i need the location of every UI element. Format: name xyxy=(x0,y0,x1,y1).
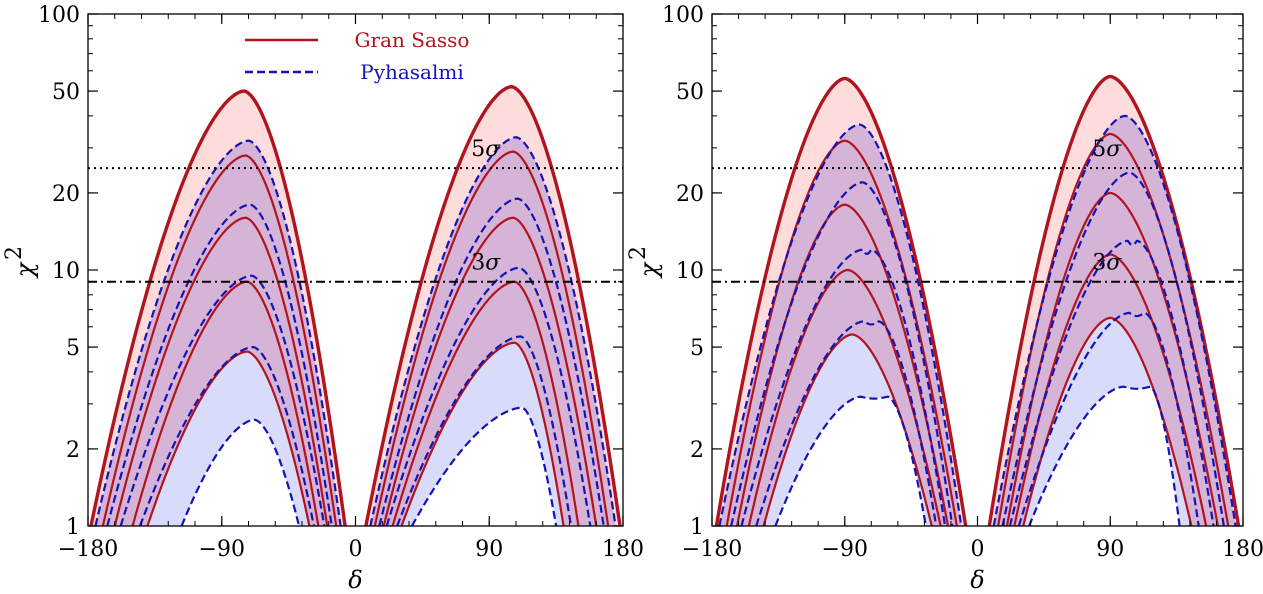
gran-sasso-curve-4-neg xyxy=(762,333,933,526)
x-tick-label: 180 xyxy=(602,537,644,562)
gran-sasso-curve-3-neg xyxy=(747,268,942,526)
pyhasalmi-curve-8-neg xyxy=(755,320,938,526)
x-tick-label: 180 xyxy=(1222,537,1263,562)
pyhasalmi-curve-9-pos xyxy=(411,406,558,526)
y-tick-label: 5 xyxy=(690,336,704,361)
x-tick-label: 90 xyxy=(1096,537,1124,562)
pyhasalmi-curve-5-pos xyxy=(369,136,617,526)
y-tick-label: 2 xyxy=(66,438,80,463)
gran-sasso-curve-4-pos xyxy=(1022,316,1193,526)
pyhasalmi-curve-6-pos xyxy=(1001,171,1225,526)
pyhasalmi-curve-8-pos xyxy=(1017,311,1200,526)
x-axis-label: δ xyxy=(970,566,984,594)
y-axis-label-text: χ xyxy=(11,261,39,279)
y-tick-label: 50 xyxy=(676,80,704,105)
gran-sasso-curve-4-neg xyxy=(146,350,311,526)
sigma-label-1: 3 xyxy=(1092,251,1106,276)
sigma-label-1: 3 xyxy=(471,251,485,276)
pyhasalmi-curve-7-pos xyxy=(385,266,592,526)
pyhasalmi-curve-9-neg xyxy=(180,418,301,526)
pyhasalmi-curve-8-neg xyxy=(138,345,315,526)
gran-sasso-curve-2-neg xyxy=(113,216,329,526)
y-tick-label: 1 xyxy=(690,515,704,540)
pyhasalmi-curve-6-pos xyxy=(378,197,605,526)
legend: Gran Sasso Pyhasalmi xyxy=(245,28,469,84)
sigma-symbol-0: σ xyxy=(485,137,501,162)
pyhasalmi-curve-6-neg xyxy=(730,181,954,526)
x-tick-label: −180 xyxy=(58,537,118,562)
y-tick-label: 2 xyxy=(690,438,704,463)
overlap-fill xyxy=(719,115,966,526)
gran-sasso-curve-0-pos xyxy=(987,74,1241,526)
gran-sasso-curve-0-neg xyxy=(89,89,347,526)
sigma-label-0: 5 xyxy=(471,137,485,162)
gran-sasso-curve-0-neg xyxy=(714,76,968,526)
gran-sasso-curve-2-pos xyxy=(382,216,598,526)
gran-sasso-curve-1-neg xyxy=(101,154,338,526)
pyhasalmi-curve-5-neg xyxy=(718,123,963,526)
y-tick-label: 20 xyxy=(676,182,704,207)
sigma-label-0: 5 xyxy=(1092,137,1106,162)
y-tick-label: 10 xyxy=(676,259,704,284)
pyhasalmi-curve-9-pos xyxy=(1028,385,1181,526)
gran-sasso-curve-2-neg xyxy=(736,203,950,526)
x-tick-label: −90 xyxy=(199,537,245,562)
gran-sasso-curve-1-neg xyxy=(725,139,958,526)
sigma-symbol-1: σ xyxy=(1106,251,1122,276)
y-tick-label: 100 xyxy=(662,3,704,28)
x-tick-label: −90 xyxy=(822,537,868,562)
x-tick-label: −180 xyxy=(682,537,742,562)
y-axis-label-text: χ xyxy=(635,261,663,279)
y-tick-label: 5 xyxy=(66,336,80,361)
sigma-symbol-1: σ xyxy=(485,251,501,276)
y-tick-label: 20 xyxy=(52,182,80,207)
pyhasalmi-curve-6-neg xyxy=(106,203,333,526)
y-axis-label-sup: 2 xyxy=(2,246,27,260)
gran-sasso-curve-0-pos xyxy=(364,84,622,526)
legend-label-0: Gran Sasso xyxy=(355,28,470,52)
pyhasalmi-curve-7-neg xyxy=(740,248,947,526)
y-axis-label-sup: 2 xyxy=(626,246,651,260)
overlap-region xyxy=(719,115,1236,526)
pyhasalmi-curve-7-neg xyxy=(119,274,326,526)
pyhasalmi-curve-5-pos xyxy=(992,114,1237,526)
plot-area xyxy=(714,74,1241,526)
gran-sasso-curve-4-pos xyxy=(400,341,565,526)
y-axis-label: χ2 xyxy=(2,246,39,279)
y-tick-label: 50 xyxy=(52,80,80,105)
pyhasalmi-curve-8-pos xyxy=(396,335,573,526)
y-axis-label: χ2 xyxy=(626,246,663,279)
legend-label-1: Pyhasalmi xyxy=(360,60,464,84)
y-tick-label: 10 xyxy=(52,259,80,284)
pyhasalmi-curve-7-pos xyxy=(1008,239,1215,526)
pyhasalmi-curve-5-neg xyxy=(94,139,342,526)
overlap-fill xyxy=(989,115,1236,526)
gran-sasso-curve-1-pos xyxy=(373,150,610,526)
x-tick-label: 90 xyxy=(475,537,503,562)
x-tick-label: 0 xyxy=(971,537,985,562)
x-tick-label: 0 xyxy=(349,537,363,562)
y-tick-label: 100 xyxy=(38,3,80,28)
gran-sasso-curve-3-pos xyxy=(1013,253,1208,526)
pyhasalmi-curve-9-neg xyxy=(774,395,927,526)
y-tick-label: 1 xyxy=(66,515,80,540)
x-axis-label: δ xyxy=(348,566,362,594)
sigma-symbol-0: σ xyxy=(1106,137,1122,162)
plot-area xyxy=(89,84,622,526)
